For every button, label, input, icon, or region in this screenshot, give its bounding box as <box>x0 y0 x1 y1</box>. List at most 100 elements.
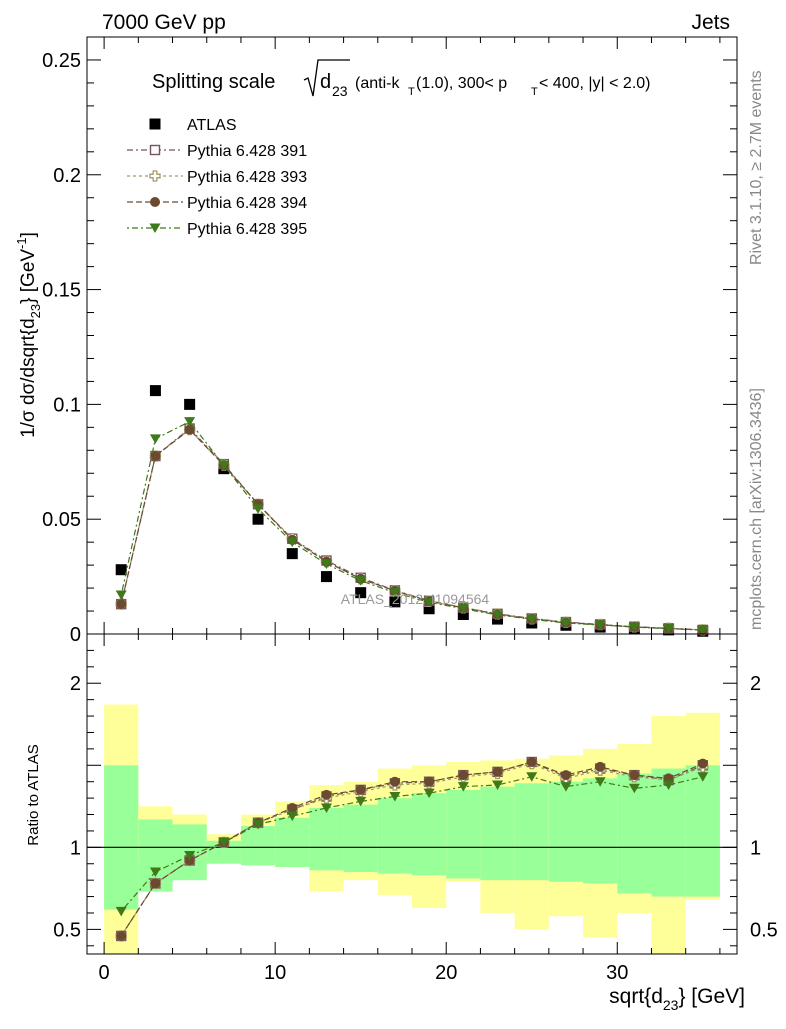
data-point-s4-11 <box>492 610 504 620</box>
data-point-s4-9 <box>423 597 435 608</box>
data-point-s0-10 <box>457 608 469 620</box>
ylabel-sub: 23 <box>28 304 43 318</box>
y-tick-label: 0.1 <box>53 394 81 416</box>
ratio-y-tick-label-right: 2 <box>750 673 761 695</box>
header-process: Jets <box>691 11 730 34</box>
uncertainty-band-inner-7 <box>343 804 378 872</box>
legend-marker-1 <box>149 144 161 156</box>
data-point-s0-4 <box>252 513 264 525</box>
ratio-point-s3-17 <box>697 772 709 782</box>
title-cuts-c: < 400, |y| < 2.0) <box>539 75 651 92</box>
uncertainty-band-inner-12 <box>514 783 549 881</box>
svg-text:1/σ dσ/dsqrt{d23} [GeV-1]: 1/σ dσ/dsqrt{d23} [GeV-1] <box>14 232 43 438</box>
x-tick-label: 20 <box>435 962 457 984</box>
ylabel-sup: -1 <box>14 237 29 249</box>
legend-marker-2 <box>149 170 161 182</box>
title-radical-icon <box>303 59 350 97</box>
y-axis-label-ratio: Ratio to ATLAS <box>25 744 42 845</box>
data-point-s4-16 <box>663 624 675 634</box>
ratio-point-s2-13 <box>560 770 571 781</box>
ratio-line-1 <box>120 762 704 937</box>
ratio-point-s3-10 <box>457 782 469 792</box>
uncertainty-band-inner-17 <box>685 765 720 897</box>
plot-title: Splitting scale d 23 (anti-k T (1.0), 30… <box>152 59 651 99</box>
uncertainty-band-inner-10 <box>446 789 481 879</box>
x-axis-label: sqrt{d23} [GeV] <box>609 985 745 1013</box>
y-tick-label: 0.25 <box>42 50 81 72</box>
title-cuts-b-sub: T <box>531 86 538 98</box>
ratio-point-s2-6 <box>321 789 332 800</box>
series-line-3 <box>120 428 703 631</box>
legend-marker-0 <box>149 118 161 130</box>
ratio-point-s3-9 <box>423 788 435 799</box>
svg-text:sqrt{d23} [GeV]: sqrt{d23} [GeV] <box>609 985 745 1013</box>
uncertainty-band-inner-15 <box>617 773 652 894</box>
ratio-line-3 <box>120 776 703 912</box>
ratio-point-s2-15 <box>629 770 640 781</box>
ratio-point-s3-5 <box>286 811 298 822</box>
ratio-point-s2-7 <box>355 784 366 795</box>
ratio-point-s2-12 <box>526 757 537 767</box>
data-point-s4-4 <box>252 504 264 514</box>
uncertainty-band-inner-13 <box>548 781 584 882</box>
uncertainty-band-inner-11 <box>480 786 515 881</box>
data-point-s0-1 <box>149 385 161 397</box>
y-tick-label: 0 <box>70 624 81 646</box>
ratio-point-s3-12 <box>526 772 538 782</box>
uncertainty-band-inner-9 <box>412 793 447 876</box>
title-cuts-b: (1.0), 300< p <box>416 75 507 92</box>
uncertainty-band-inner-8 <box>377 798 412 874</box>
legend-label-3: Pythia 6.428 394 <box>187 195 307 212</box>
ratio-point-s3-15 <box>628 783 640 794</box>
main-panel-frame <box>86 36 738 635</box>
ratio-point-s3-7 <box>355 796 367 807</box>
uncertainty-band-inner-14 <box>583 778 618 884</box>
ylabel-part-1: 1/σ dσ/dsqrt{d <box>18 318 39 438</box>
data-point-s4-5 <box>286 537 298 548</box>
ratio-point-s3-1 <box>149 867 161 877</box>
ratio-y-tick-label: 1 <box>70 837 81 859</box>
xlabel-part-1: sqrt{d <box>609 985 663 1008</box>
data-point-s4-15 <box>628 622 640 633</box>
data-point-s4-8 <box>389 588 401 598</box>
ratio-point-s3-14 <box>594 777 606 787</box>
ratio-point-s2-14 <box>595 761 606 772</box>
title-main: Splitting scale <box>152 71 275 93</box>
title-cuts-a: (anti-k <box>355 75 400 92</box>
analysis-watermark: ATLAS_2012_I1094564 <box>341 591 490 607</box>
data-point-s4-3 <box>218 460 230 471</box>
data-point-s0-2 <box>184 398 196 410</box>
ratio-y-tick-label: 2 <box>70 673 81 695</box>
ratio-point-s2-0 <box>116 930 127 941</box>
data-point-s4-1 <box>149 434 161 444</box>
mcplots-label: mcplots.cern.ch [arXiv:1306.3436] <box>748 388 765 630</box>
xlabel-sub: 23 <box>663 997 679 1013</box>
uncertainty-band-inner-5 <box>275 817 310 868</box>
rivet-label: Rivet 3.1.10, ≥ 2.7M events <box>748 70 765 265</box>
main-panel: 0 0.05 0.1 0.15 0.2 0.25 <box>42 36 738 646</box>
title-radical-sub: 23 <box>332 83 348 99</box>
legend-label-0: ATLAS <box>187 117 237 134</box>
data-point-s4-13 <box>560 618 572 628</box>
x-tick-label: 30 <box>606 962 628 984</box>
data-point-s0-0 <box>115 564 127 576</box>
ratio-point-s3-0 <box>115 906 127 917</box>
header-energy: 7000 GeV pp <box>102 11 226 34</box>
data-point-s3-0 <box>116 599 127 610</box>
y-axis-label-main: 1/σ dσ/dsqrt{d23} [GeV-1] <box>14 232 43 438</box>
legend-marker-3 <box>150 197 160 207</box>
data-point-s0-7 <box>355 587 367 599</box>
ratio-point-s2-1 <box>150 878 161 889</box>
data-point-s4-14 <box>594 620 606 631</box>
legend-label-4: Pythia 6.428 395 <box>187 221 307 238</box>
y-tick-label: 0.2 <box>53 165 81 187</box>
ratio-point-s3-8 <box>389 791 401 802</box>
y-tick-label: 0.05 <box>42 509 81 531</box>
x-tick-label: 0 <box>99 962 110 984</box>
ratio-point-s3-2 <box>184 851 196 861</box>
ratio-point-s2-5 <box>287 802 298 813</box>
ratio-point-s3-13 <box>560 782 572 792</box>
legend-label-1: Pythia 6.428 391 <box>187 143 307 160</box>
data-point-s4-12 <box>526 614 538 625</box>
ylabel-part-2: } [GeV <box>18 249 39 304</box>
